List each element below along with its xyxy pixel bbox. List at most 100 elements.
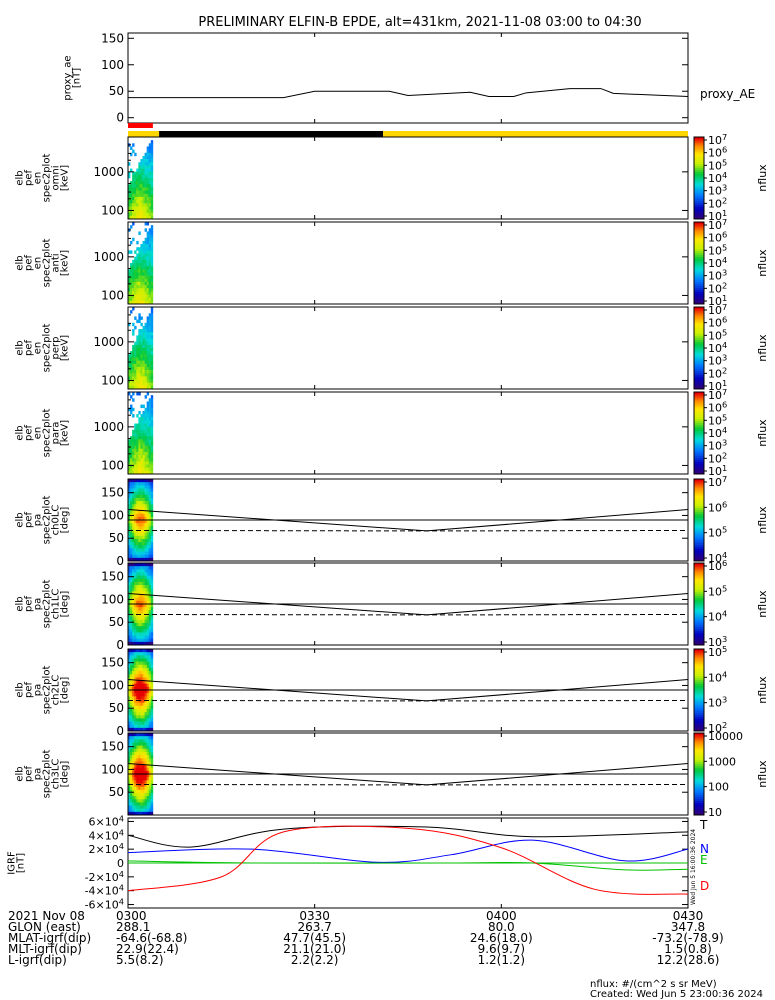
anti-cell [140, 298, 142, 301]
ch0LC-cell [147, 504, 149, 507]
ch3LC-cell [130, 733, 132, 736]
ch1LC-cell [136, 576, 138, 579]
ch3LC-cell [143, 768, 145, 771]
anti-cell [149, 272, 151, 275]
perp-cell [132, 345, 134, 348]
ch0LC-cell [147, 498, 149, 501]
ch2LC-cell [147, 684, 149, 687]
perp-cell [151, 339, 153, 342]
ch2LC-cell [134, 706, 136, 709]
ch2LC-cell [143, 671, 145, 674]
ch1LC-cell [147, 626, 149, 629]
ch0LC-cell [151, 495, 153, 498]
ch0LC-cell [143, 542, 145, 545]
ch2LC-cell [147, 696, 149, 699]
ch3LC-cell [134, 746, 136, 749]
ch0LC-colorbar-segment [694, 545, 704, 547]
anti-colorbar-segment [694, 259, 704, 261]
perp-cell [138, 354, 140, 357]
plot-title: PRELIMINARY ELFIN-B EPDE, alt=431km, 202… [198, 15, 641, 30]
perp-cell [149, 326, 151, 329]
perp-cell [147, 383, 149, 386]
para-cell [151, 458, 153, 461]
ch1LC-cell [149, 617, 151, 620]
anti-cell [151, 282, 153, 285]
ch3LC-cell [136, 765, 138, 768]
perp-cell [138, 339, 140, 342]
perp-zlabel: nflux [756, 334, 769, 362]
ch1LC-cell [134, 576, 136, 579]
ch3LC-colorbar-segment [694, 792, 704, 794]
ch3LC-cell [130, 749, 132, 752]
para-cell [151, 405, 153, 408]
ch3LC-cell [149, 783, 151, 786]
anti-cell [151, 279, 153, 282]
ch3LC-cell [143, 793, 145, 796]
panel-anti: 1001000elbpefenspec2plotanti[keV]1011021… [15, 217, 770, 308]
perp-colorbar-segment [694, 319, 704, 321]
para-cell [143, 455, 145, 458]
omni-cell [145, 169, 147, 172]
anti-cell [140, 285, 142, 288]
ch1LC-colorbar-segment [694, 567, 704, 569]
anti-colorbar-segment [694, 286, 704, 288]
ch1LC-cell [145, 585, 147, 588]
para-cell [145, 452, 147, 455]
anti-cell [149, 266, 151, 269]
para-cell [151, 465, 153, 468]
ch0LC-cell [140, 529, 142, 532]
omni-cell [132, 178, 134, 181]
omni-cell [149, 178, 151, 181]
ch2LC-cell [132, 649, 134, 652]
ch2LC-cell [132, 696, 134, 699]
perp-cell [147, 357, 149, 360]
ch3LC-cell [130, 761, 132, 764]
para-cell [143, 439, 145, 442]
ch0LC-colorbar-segment [694, 522, 704, 524]
para-colorbar-segment [694, 437, 704, 439]
ch1LC-cell [140, 620, 142, 623]
omni-colorbar-segment [694, 155, 704, 157]
ch2LC-cell [132, 690, 134, 693]
para-colorbar-segment [694, 468, 704, 470]
ch0LC-label-line: [deg] [60, 507, 71, 534]
omni-cell [145, 153, 147, 156]
ch2LC-cell [140, 671, 142, 674]
omni-colorbar-segment [694, 194, 704, 196]
ch1LC-cell [132, 582, 134, 585]
anti-cell [151, 298, 153, 301]
perp-cell [138, 332, 140, 335]
anti-cell [143, 285, 145, 288]
ch0LC-cell [143, 482, 145, 485]
ch2LC-cell [143, 696, 145, 699]
anti-cell [134, 298, 136, 301]
ch2LC-cell [138, 671, 140, 674]
perp-cell [136, 373, 138, 376]
anti-cell [130, 298, 132, 301]
perp-cell [143, 335, 145, 338]
omni-cell [151, 194, 153, 197]
ch2LC-cell [149, 655, 151, 658]
ch2LC-cell [143, 652, 145, 655]
ch0LC-cell [138, 488, 140, 491]
perp-cell [140, 316, 142, 319]
ch2LC-cell [147, 725, 149, 728]
ch3LC-cell [143, 755, 145, 758]
anti-cell [147, 279, 149, 282]
perp-cell [136, 383, 138, 386]
anti-cell [151, 244, 153, 247]
ch0LC-cell [138, 523, 140, 526]
anti-cell [140, 250, 142, 253]
ch0LC-cell [145, 526, 147, 529]
ch0LC-cell [140, 479, 142, 482]
ch2LC-cell [145, 684, 147, 687]
ch0LC-cell [149, 529, 151, 532]
ch3LC-cell [147, 752, 149, 755]
ch3LC-cell [136, 796, 138, 799]
perp-cell [143, 370, 145, 373]
ch1LC-colorbar-segment [694, 622, 704, 624]
ch3LC-cell [147, 777, 149, 780]
ch0LC-cell [130, 529, 132, 532]
para-cell [140, 414, 142, 417]
para-cell [134, 452, 136, 455]
